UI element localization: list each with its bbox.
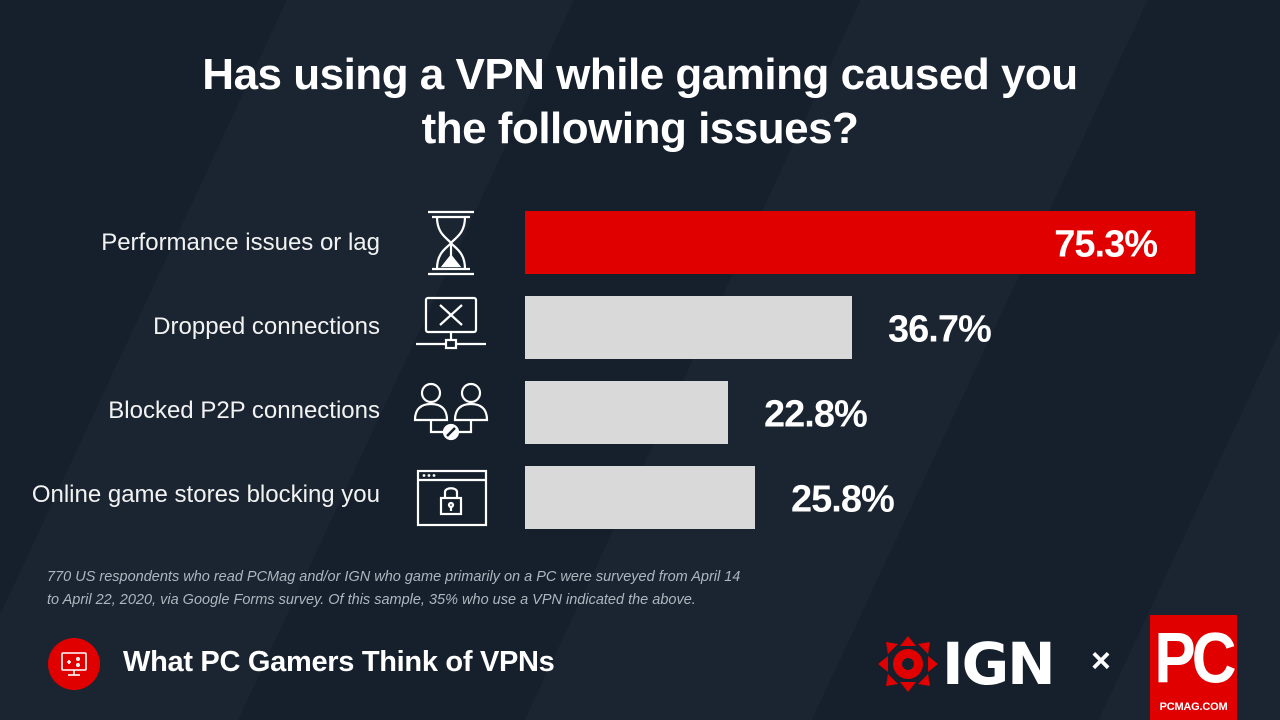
category-label-stores: Online game stores blocking you (31, 481, 380, 508)
value-label-performance: 75.3% (1054, 224, 1157, 266)
bar-p2p (525, 381, 728, 444)
title-line-2: the following issues? (421, 104, 859, 153)
blocked-users-icon (410, 376, 492, 446)
bar-stores (525, 466, 755, 529)
pcmag-logo-text: PC (1154, 619, 1236, 699)
category-label-dropped: Dropped connections (153, 313, 380, 340)
hourglass-icon (410, 208, 492, 278)
bar-dropped (525, 296, 852, 359)
network-error-icon (410, 292, 492, 362)
vpn-monitor-icon (48, 638, 100, 690)
survey-note-line-2: to April 22, 2020, via Google Forms surv… (47, 592, 696, 608)
pcmag-logo: PC PCMAG.COM (1150, 615, 1237, 720)
value-label-p2p: 22.8% (764, 394, 867, 436)
category-label-performance: Performance issues or lag (101, 229, 380, 256)
chart-title: Has using a VPN while gaming caused you … (140, 48, 1140, 156)
locked-browser-icon (410, 466, 492, 536)
category-label-p2p: Blocked P2P connections (108, 397, 380, 424)
pcmag-url: PCMAG.COM (1159, 701, 1228, 713)
series-title: What PC Gamers Think of VPNs (123, 646, 555, 678)
ign-logo-text: IGN (942, 630, 1056, 698)
separator-times: × (1091, 642, 1111, 680)
survey-note: 770 US respondents who read PCMag and/or… (47, 566, 847, 612)
ign-mark-icon (878, 636, 938, 692)
value-label-dropped: 36.7% (888, 309, 991, 351)
ign-logo: IGN (876, 630, 1071, 698)
title-line-1: Has using a VPN while gaming caused you (202, 50, 1078, 99)
value-label-stores: 25.8% (791, 479, 894, 521)
bar-performance (525, 211, 1195, 274)
survey-note-line-1: 770 US respondents who read PCMag and/or… (47, 569, 741, 585)
